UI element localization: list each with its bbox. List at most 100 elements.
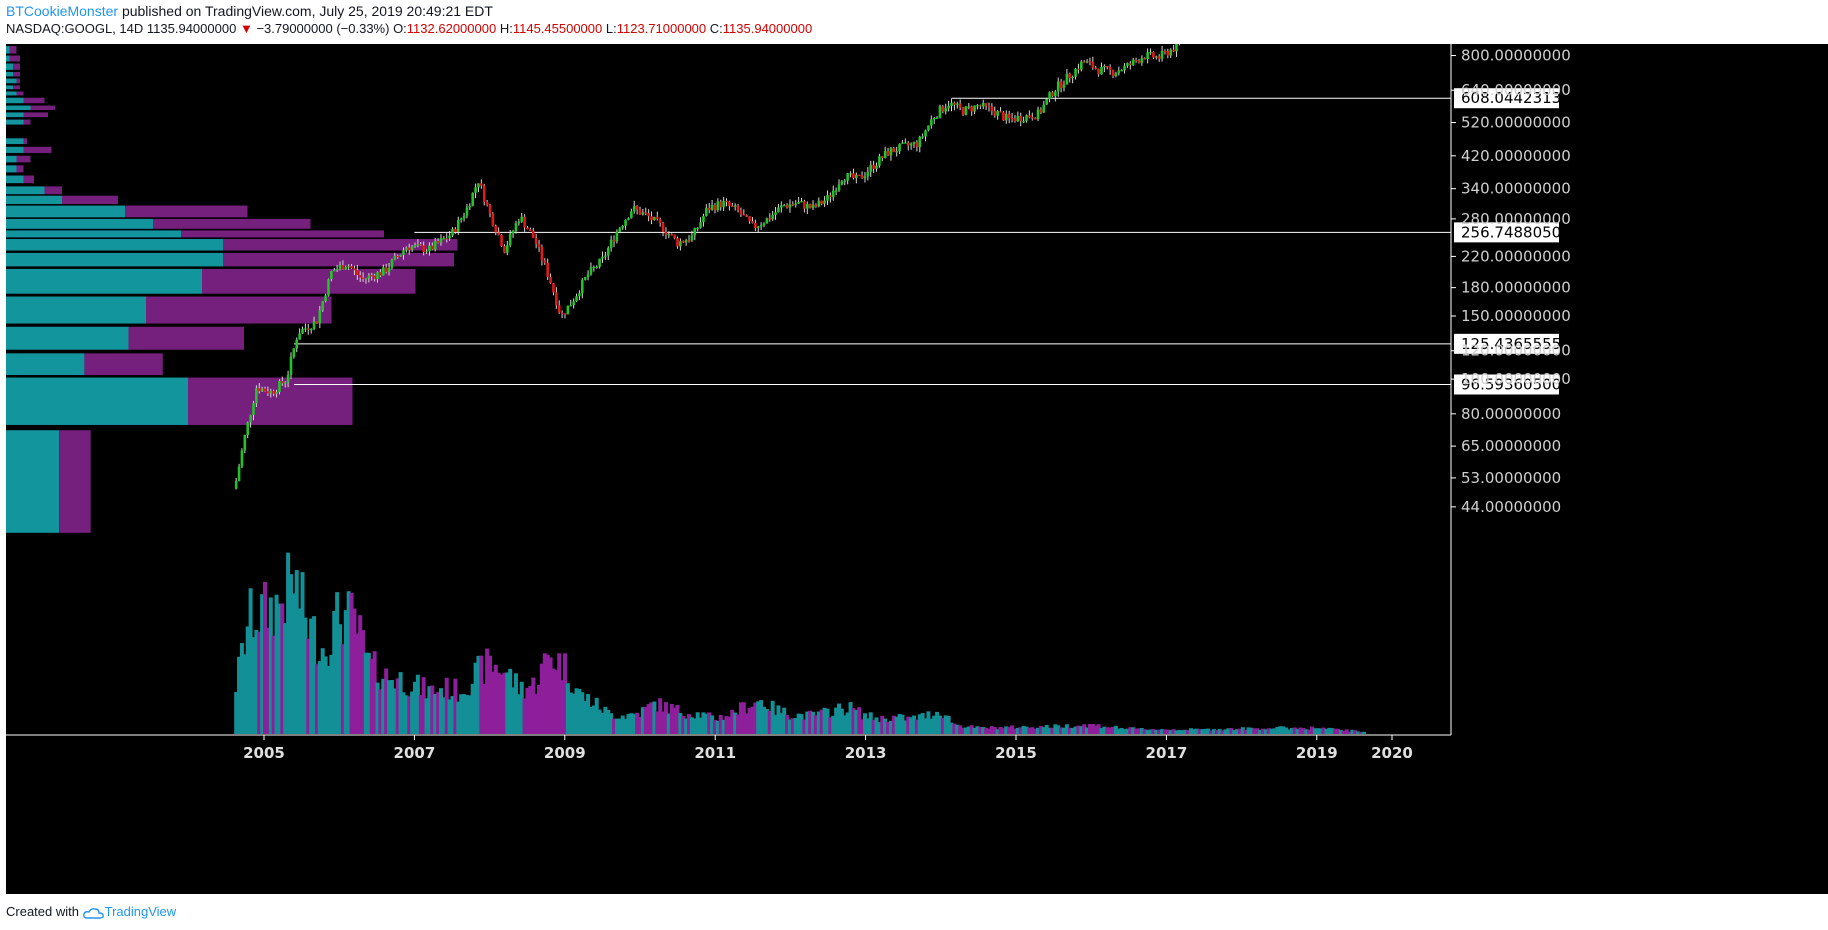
volume-bar [900, 714, 905, 734]
candle-up [330, 271, 333, 280]
candle-down [664, 231, 668, 235]
candle-up [1103, 66, 1106, 68]
volume-bar [534, 694, 539, 734]
volume-bar [303, 617, 308, 734]
profile-down-bar [16, 155, 31, 163]
volume-bar [1356, 731, 1361, 734]
chart-pane[interactable]: 608.04423135 256.74880500 125.43655555 96.5… [6, 44, 1828, 894]
volume-bar [505, 672, 510, 734]
volume-bar [738, 702, 743, 734]
volume-bar [785, 715, 790, 734]
profile-down-bar [44, 186, 62, 195]
volume-bar [796, 713, 801, 734]
candle-down [1129, 63, 1132, 66]
candle-up [347, 266, 350, 268]
candle-up [716, 201, 720, 211]
candle-up [474, 187, 477, 193]
tradingview-link[interactable]: TradingView [104, 904, 177, 919]
candle-up [1074, 68, 1077, 77]
profile-up-bar [6, 138, 24, 145]
candle-down [485, 201, 489, 205]
candle-up [834, 190, 838, 192]
volume-bar [1229, 728, 1234, 734]
volume-bar [1044, 724, 1049, 734]
candle-up [898, 143, 901, 152]
candle-down [999, 111, 1002, 113]
candle-down [958, 103, 962, 108]
volume-bar [727, 716, 732, 734]
volume-bar [1050, 727, 1055, 734]
volume-bar [1168, 729, 1173, 734]
candle-down [736, 205, 740, 210]
candle-down [872, 164, 875, 169]
candle-up [598, 258, 601, 267]
volume-bar [687, 714, 692, 734]
y-tick-label: 420.00000000 [1461, 147, 1571, 165]
candle-up [367, 275, 371, 279]
volume-bar [1261, 728, 1266, 734]
volume-bar [401, 692, 406, 734]
volume-bar [597, 709, 602, 734]
volume-bar [1263, 729, 1268, 734]
candle-down [707, 207, 711, 210]
candle-down [673, 234, 676, 239]
candle-down [557, 305, 561, 313]
volume-bar [473, 662, 478, 734]
candle-up [912, 142, 916, 144]
volume-bar [747, 708, 752, 734]
author-link[interactable]: BTCookieMonster [6, 3, 119, 19]
candle-up [1126, 63, 1129, 66]
candle-down [748, 216, 751, 222]
volume-bar [1255, 728, 1260, 734]
volume-bar [1304, 729, 1309, 734]
candle-down [791, 204, 795, 206]
volume-bar [626, 713, 631, 734]
symbol-interval: NASDAQ:GOOGL, 14D [6, 21, 144, 36]
candle-up [393, 255, 397, 260]
volume-bar [554, 670, 559, 734]
volume-bar [756, 701, 761, 734]
volume-bar [770, 700, 775, 734]
candle-up [1131, 59, 1135, 66]
volume-bar [860, 719, 865, 734]
volume-bar [961, 727, 966, 734]
axes: 1500.000000001200.000000001000.000000008… [6, 44, 1571, 762]
volume-bar [528, 686, 533, 734]
volume-bar [539, 663, 544, 734]
profile-down-bar [223, 252, 454, 267]
candle-down [445, 238, 449, 240]
volume-bar [891, 715, 896, 734]
candle-up [866, 171, 870, 177]
candle-up [237, 466, 241, 481]
candle-up [381, 267, 385, 276]
volume-bar [1341, 731, 1346, 734]
volume-bar [1030, 727, 1035, 734]
candle-up [765, 218, 769, 224]
volume-bar [548, 657, 553, 734]
candle-down [1068, 73, 1072, 79]
candle-down [1134, 59, 1138, 61]
horizontal-levels[interactable]: 608.04423135 256.74880500 125.43655555 96.5… [294, 88, 1571, 395]
candle-up [344, 267, 348, 270]
volume-profile [6, 46, 458, 533]
candle-down [396, 255, 400, 258]
volume-bar [842, 715, 847, 734]
candle-down [482, 185, 486, 202]
profile-down-bar [16, 78, 20, 84]
candle-down [661, 223, 665, 232]
candle-up [981, 103, 985, 107]
profile-down-bar [125, 205, 248, 218]
candle-down [808, 204, 812, 208]
volume-bar [779, 713, 784, 734]
price-chart[interactable]: 608.04423135 256.74880500 125.43655555 96.5… [6, 44, 1828, 894]
candle-up [794, 203, 798, 205]
volume-bar [312, 616, 317, 734]
volume-bar [886, 721, 891, 734]
candle-down [941, 106, 945, 112]
candle-up [255, 388, 258, 404]
candle-up [621, 225, 624, 229]
volume-bar [375, 682, 380, 734]
candle-down [436, 241, 440, 243]
volume-bar [730, 709, 735, 734]
level-label-box [1454, 333, 1559, 354]
